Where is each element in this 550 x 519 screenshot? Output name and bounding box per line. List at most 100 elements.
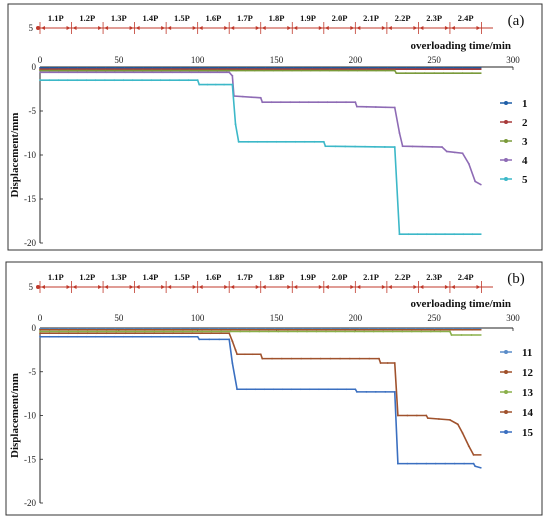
series-point-5 (313, 140, 316, 143)
series-point-3 (67, 69, 69, 72)
stage-arrow-left (72, 26, 77, 30)
series-point-1 (226, 66, 229, 69)
x-tick-label: 200 (349, 55, 363, 65)
series-point-5 (398, 233, 401, 236)
series-point-4 (218, 71, 221, 74)
series-point-12 (452, 328, 455, 331)
series-point-5 (150, 79, 153, 82)
series-point-12 (86, 328, 88, 331)
series-point-15 (345, 388, 348, 391)
series-point-1 (442, 66, 445, 69)
legend-label-15: 15 (522, 427, 534, 439)
series-point-14 (228, 332, 231, 335)
series-point-15 (254, 388, 257, 391)
series-point-4 (261, 101, 264, 104)
series-point-5 (247, 140, 250, 143)
series-point-15 (228, 338, 231, 341)
series-point-12 (104, 328, 107, 331)
series-point-3 (225, 69, 228, 72)
stage-arrow-left (387, 26, 392, 30)
series-point-1 (349, 66, 351, 69)
series-point-5 (223, 83, 225, 86)
stage-arrow-left (198, 285, 203, 289)
legend-marker-15 (504, 430, 508, 434)
series-point-1 (396, 66, 398, 69)
series-point-3 (188, 69, 191, 72)
series-point-13 (172, 330, 175, 333)
series-point-1 (283, 66, 286, 69)
series-point-1 (179, 66, 182, 69)
series-point-13 (334, 330, 337, 333)
series-point-5 (471, 233, 474, 236)
series-point-12 (273, 328, 276, 331)
series-point-15 (122, 335, 125, 338)
series-point-4 (95, 71, 98, 74)
stage-label: 2.4P (458, 272, 474, 282)
series-point-3 (461, 72, 464, 75)
stage-label: 2.4P (458, 13, 474, 23)
stage-arrow-right (287, 285, 292, 289)
series-point-5 (237, 140, 240, 143)
series-point-3 (48, 69, 51, 72)
series-point-2 (198, 68, 201, 71)
series-point-1 (57, 66, 60, 69)
series-point-15 (39, 335, 41, 338)
series-group (39, 66, 482, 236)
series-point-5 (66, 79, 69, 82)
series-point-5 (407, 233, 410, 236)
series-point-15 (308, 388, 311, 391)
series-point-12 (471, 328, 473, 331)
series-point-2 (349, 68, 351, 71)
stage-arrow-right (129, 285, 134, 289)
series-point-1 (142, 66, 145, 69)
y-tick-label: 0 (32, 323, 37, 333)
series-point-2 (67, 68, 70, 71)
series-point-12 (67, 328, 70, 331)
stage-arrow-right (98, 26, 103, 30)
series-point-4 (209, 71, 212, 74)
y-tick-label: 0 (32, 62, 37, 72)
stage-axis-marker (36, 26, 40, 30)
series-point-14 (181, 332, 183, 335)
series-point-14 (426, 417, 429, 420)
series-point-13 (429, 330, 432, 333)
series-point-5 (39, 79, 41, 82)
series-point-2 (255, 68, 257, 71)
stage-arrow-right (444, 285, 449, 289)
x-tick-label: 300 (506, 55, 520, 65)
series-point-4 (345, 101, 347, 104)
series-point-15 (425, 462, 428, 465)
series-point-15 (318, 388, 320, 391)
series-point-5 (322, 140, 325, 143)
stage-axis-value-label: 5 (29, 282, 34, 292)
series-point-14 (234, 348, 237, 351)
series-point-13 (248, 330, 251, 333)
series-line-5 (40, 79, 482, 235)
series-point-2 (170, 68, 173, 71)
stage-label: 2.1P (363, 272, 379, 282)
series-point-2 (217, 68, 220, 71)
series-point-3 (414, 72, 417, 75)
series-point-5 (187, 79, 190, 82)
series-line-13 (40, 330, 482, 336)
stage-arrow-left (230, 285, 235, 289)
legend-label-5: 5 (522, 174, 528, 186)
series-point-4 (58, 71, 60, 74)
legend-marker-5 (504, 177, 508, 181)
stage-arrow-right (381, 285, 386, 289)
series-point-14 (143, 332, 145, 335)
series-point-3 (272, 69, 275, 72)
series-point-12 (433, 328, 436, 331)
legend-marker-4 (504, 158, 508, 162)
series-point-2 (396, 68, 398, 71)
series-point-14 (280, 357, 283, 360)
stage-arrow-right (318, 285, 323, 289)
series-point-3 (104, 69, 107, 72)
series-line-14 (40, 332, 482, 456)
series-point-15 (48, 335, 51, 338)
series-point-13 (420, 330, 423, 333)
stage-label: 1.2P (79, 13, 95, 23)
x-tick-label: 50 (114, 313, 124, 323)
stage-label: 2.0P (332, 272, 348, 282)
series-point-14 (58, 332, 60, 335)
